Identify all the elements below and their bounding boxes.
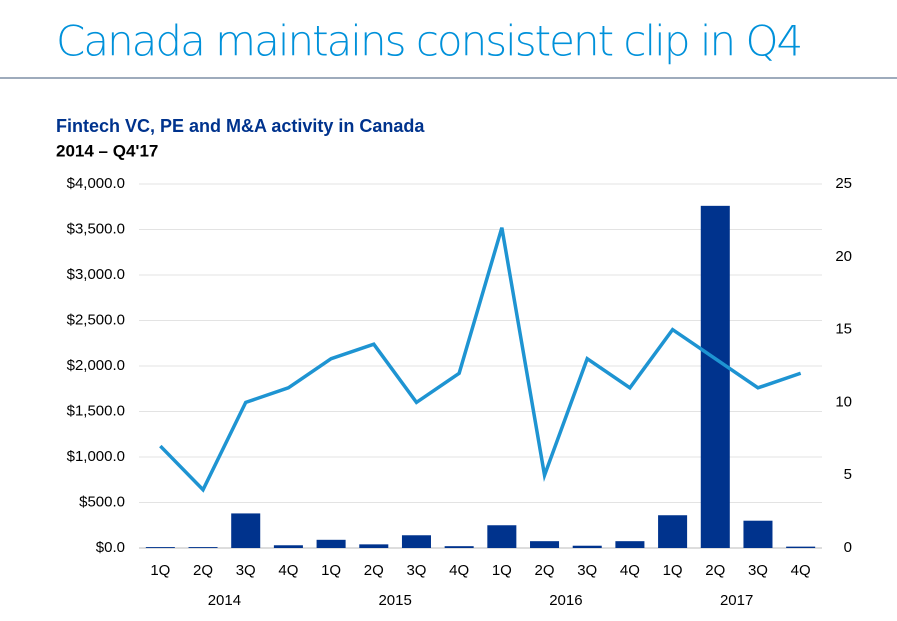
y-tick-label: $0.0 — [96, 539, 125, 556]
x-tick-label: 4Q — [449, 562, 469, 579]
bar — [615, 541, 645, 548]
bar — [273, 545, 303, 548]
x-tick-label: 4Q — [278, 562, 298, 579]
x-tick-label: 1Q — [321, 562, 341, 579]
bar — [231, 513, 261, 548]
bar — [316, 539, 346, 548]
bar — [487, 525, 517, 548]
bar — [658, 515, 688, 548]
bar — [145, 547, 175, 548]
y-tick-label: $2,500.0 — [67, 311, 125, 328]
bar — [188, 547, 218, 548]
y2-tick-label: 15 — [835, 321, 852, 338]
chart-subtitle-2: 2014 – Q4'17 — [56, 141, 158, 160]
x-group-label: 2017 — [720, 592, 753, 609]
bar — [786, 546, 816, 548]
x-tick-label: 4Q — [791, 562, 811, 579]
bar — [700, 205, 730, 548]
line — [159, 227, 802, 493]
y-tick-label: $4,000.0 — [67, 175, 125, 192]
y-tick-label: $2,000.0 — [67, 357, 125, 374]
x-tick-label: 4Q — [620, 562, 640, 579]
x-tick-label: 3Q — [577, 562, 597, 579]
x-tick-label: 2Q — [193, 562, 213, 579]
y2-tick-label: 25 — [835, 175, 852, 192]
y2-tick-label: 20 — [835, 248, 852, 265]
bar — [401, 535, 431, 548]
x-group-label: 2016 — [549, 592, 582, 609]
chart-subtitle: Fintech VC, PE and M&A activity in Canad… — [56, 116, 425, 136]
y-tick-label: $3,000.0 — [67, 266, 125, 283]
y2-tick-label: 10 — [835, 393, 852, 410]
y-tick-label: $500.0 — [79, 493, 125, 510]
bar — [444, 546, 474, 548]
x-tick-label: 2Q — [705, 562, 725, 579]
x-tick-label: 1Q — [150, 562, 170, 579]
x-group-label: 2015 — [378, 592, 411, 609]
bar — [572, 545, 602, 548]
y2-tick-label: 5 — [844, 466, 852, 483]
y-tick-label: $1,000.0 — [67, 448, 125, 465]
y-tick-label: $1,500.0 — [67, 402, 125, 419]
x-tick-label: 3Q — [748, 562, 768, 579]
bar — [743, 520, 773, 548]
x-tick-label: 1Q — [663, 562, 683, 579]
x-tick-label: 3Q — [406, 562, 426, 579]
x-group-label: 2014 — [208, 592, 241, 609]
x-tick-label: 2Q — [364, 562, 384, 579]
chart-title: Canada maintains consistent clip in Q4 — [56, 17, 801, 66]
x-tick-label: 2Q — [535, 562, 555, 579]
y2-tick-label: 0 — [844, 539, 852, 556]
x-tick-label: 1Q — [492, 562, 512, 579]
x-tick-label: 3Q — [236, 562, 256, 579]
bar — [530, 541, 560, 548]
y-tick-label: $3,500.0 — [67, 220, 125, 237]
bar — [359, 544, 389, 548]
